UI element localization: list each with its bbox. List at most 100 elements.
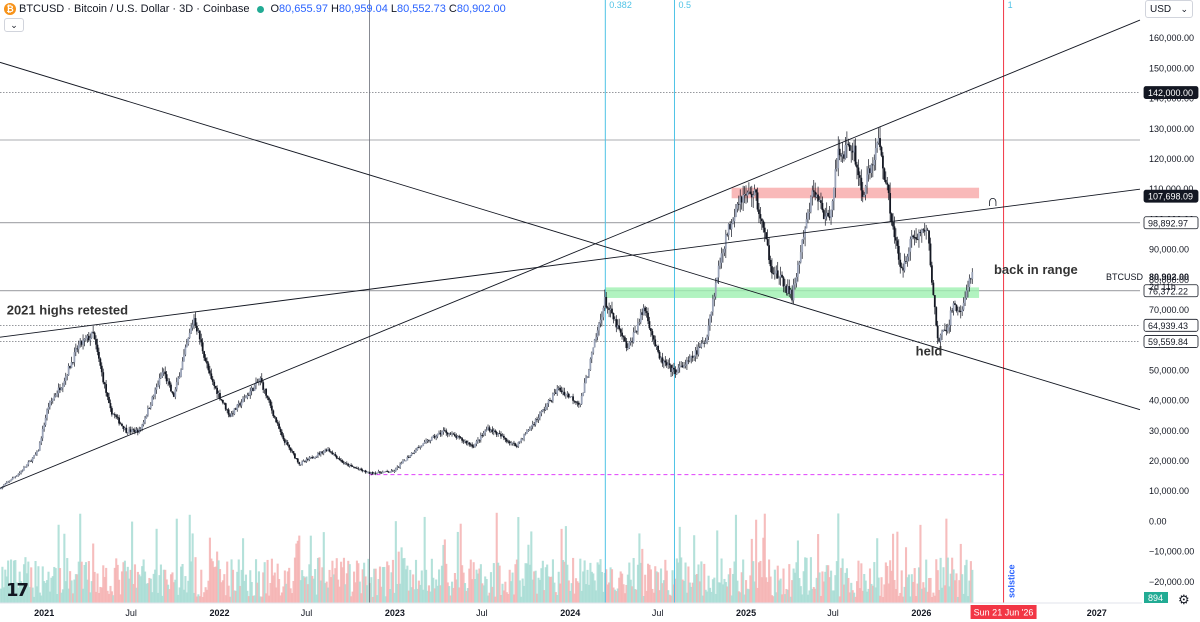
price-badge[interactable] [1143, 216, 1199, 230]
volume-bar [168, 589, 171, 603]
annotation-text[interactable]: held [916, 343, 943, 358]
candle-body [466, 442, 469, 444]
volume-bar [9, 559, 13, 603]
volume-bar [116, 564, 119, 603]
candle-body [389, 472, 391, 473]
solstice-date-badge[interactable] [970, 605, 1037, 619]
candle-body [69, 366, 71, 368]
candle-body [905, 261, 907, 262]
candle-body [956, 310, 959, 312]
volume-bar [332, 574, 335, 603]
candle-body [564, 394, 567, 396]
open-label: O [270, 3, 280, 15]
candle-body [494, 430, 497, 433]
candle-body [693, 356, 696, 358]
candle-body [109, 403, 112, 409]
price-axis[interactable]: 160,000.00150,000.00140,000.00130,000.00… [1106, 0, 1200, 622]
candle-body [4, 483, 7, 486]
candle-body [196, 325, 198, 332]
collapse-legend-button[interactable]: ⌄ [4, 18, 24, 32]
candle-body [60, 387, 63, 391]
volume-bar [559, 583, 562, 603]
candle-body [824, 216, 827, 219]
candle-body [556, 388, 559, 394]
time-axis[interactable]: 2021Jul2022Jul2023Jul2024Jul2025Jul2026J… [0, 602, 1142, 619]
candle-body [54, 395, 57, 397]
candle-body [309, 457, 312, 458]
candle-body [850, 150, 853, 152]
candle-body [475, 441, 478, 444]
volume-bar [41, 566, 44, 603]
volume-bar [739, 592, 742, 603]
candle-body [386, 471, 389, 472]
volume-bar [840, 567, 843, 603]
candle-body [116, 416, 119, 418]
candle-body [354, 467, 357, 469]
volume-bar [896, 531, 899, 603]
volume-bar [866, 591, 869, 603]
candle-body [175, 382, 178, 390]
candle-body [20, 471, 22, 473]
annotation-text[interactable]: 2021 highs retested [7, 303, 128, 318]
price-badge[interactable] [1143, 284, 1199, 298]
trendline[interactable] [0, 188, 1141, 338]
candle-body [31, 457, 34, 462]
volume-bar [265, 593, 268, 603]
trendline[interactable] [0, 19, 1141, 489]
candle-body [745, 194, 747, 196]
volume-bar [481, 583, 484, 603]
volume-bar [694, 574, 697, 603]
candle-body [866, 174, 868, 186]
volume-bar [636, 564, 640, 603]
candle-body [168, 381, 171, 385]
magnet-icon[interactable]: ∩ [987, 193, 999, 210]
volume-bar [171, 572, 174, 603]
candle-body [232, 413, 234, 415]
volume-bar [845, 568, 848, 603]
volume-bar [778, 580, 781, 603]
currency-select[interactable]: USD ⌄ [1145, 0, 1193, 18]
candle-body [922, 229, 925, 231]
candle-body [393, 471, 396, 472]
volume-bar [533, 571, 536, 603]
candle-body [624, 337, 626, 342]
volume-bar [579, 558, 582, 603]
candle-body [677, 367, 680, 373]
candle-body [834, 169, 837, 188]
price-badge[interactable] [1143, 318, 1199, 332]
price-badge[interactable] [1143, 86, 1199, 99]
volume-bar [436, 585, 439, 603]
symbol-title[interactable]: BTCUSD · Bitcoin / U.S. Dollar · 3D · Co… [19, 3, 250, 15]
candle-body [152, 395, 155, 397]
candle-body [184, 347, 187, 355]
price-badge[interactable] [1143, 189, 1199, 203]
candle-body [967, 287, 969, 291]
annotation-text[interactable]: back in range [994, 262, 1078, 277]
candle-body [882, 155, 884, 169]
candle-body [233, 408, 236, 415]
candle-body [355, 467, 358, 469]
trendlines[interactable] [0, 19, 1141, 489]
resistance-zone[interactable] [731, 187, 980, 199]
volume-bar [256, 582, 259, 603]
volume-bar [697, 564, 700, 603]
candle-body [234, 408, 237, 410]
trendline[interactable] [0, 61, 1141, 411]
candle-body [665, 362, 668, 366]
candle-body [515, 446, 518, 448]
time-tick-label: Jul [476, 608, 488, 618]
volume-bar [373, 568, 376, 603]
tradingview-logo-icon[interactable]: 17 [6, 580, 29, 601]
candle-body [642, 307, 645, 315]
candle-body [487, 427, 489, 430]
volume-bar [613, 589, 616, 603]
candle-body [123, 427, 126, 430]
candle-body [462, 440, 465, 442]
volume-bar [547, 576, 550, 603]
price-badge[interactable] [1143, 335, 1199, 348]
volume-bar [781, 594, 784, 603]
high-value: 80,959.04 [338, 3, 388, 15]
volume-bar [704, 589, 707, 603]
gear-icon[interactable]: ⚙ [1178, 592, 1190, 607]
